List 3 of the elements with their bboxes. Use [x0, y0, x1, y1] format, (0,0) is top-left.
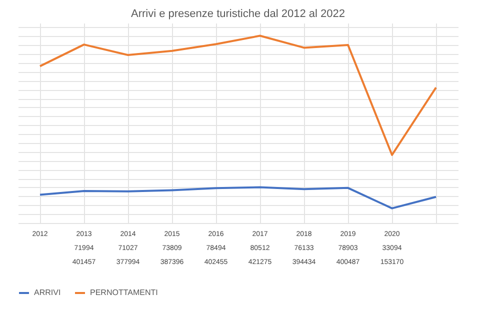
- legend-label: ARRIVI: [34, 288, 61, 297]
- chart-title: Arrivi e presenze turistiche dal 2012 al 2022: [130, 8, 346, 20]
- legend-label: PERNOTTAMENTI: [90, 288, 158, 297]
